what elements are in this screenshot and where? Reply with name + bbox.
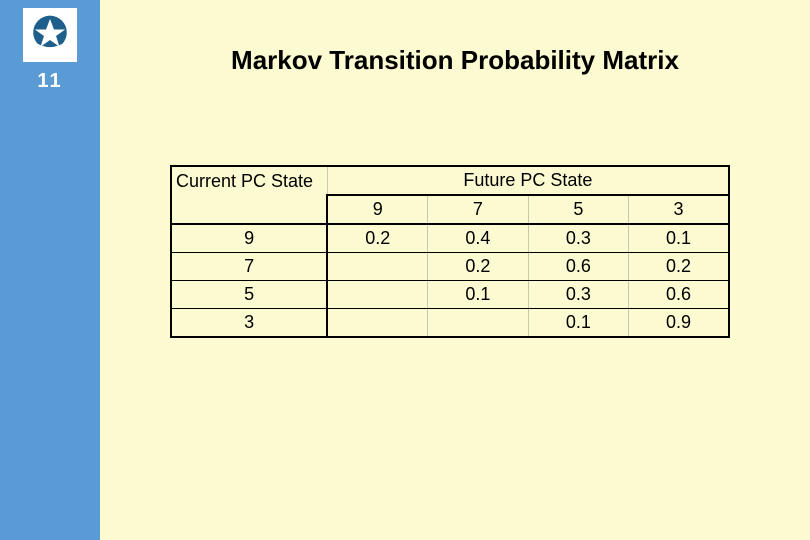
cell-1-0	[327, 253, 427, 281]
cell-3-1	[428, 309, 528, 338]
slide-page: 11 Markov Transition Probability Matrix …	[0, 0, 810, 540]
cell-0-1: 0.4	[428, 224, 528, 253]
cell-2-3: 0.6	[629, 281, 729, 309]
cell-0-3: 0.1	[629, 224, 729, 253]
row-state-2: 5	[171, 281, 327, 309]
cell-3-0	[327, 309, 427, 338]
table-container: Current PC State Future PC State 9 7 5 3…	[170, 146, 730, 361]
header-current-state: Current PC State	[171, 166, 327, 224]
transition-matrix-table: Current PC State Future PC State 9 7 5 3…	[170, 146, 730, 361]
cell-2-1: 0.1	[428, 281, 528, 309]
main-content: Markov Transition Probability Matrix Cur…	[100, 0, 810, 540]
star-icon	[29, 14, 71, 56]
table-header-row-1: Current PC State Future PC State	[171, 166, 729, 195]
row-state-1: 7	[171, 253, 327, 281]
col-head-3: 3	[629, 195, 729, 224]
page-title: Markov Transition Probability Matrix	[130, 45, 780, 76]
slide-number: 11	[37, 70, 62, 93]
cell-3-2: 0.1	[528, 309, 628, 338]
cell-0-2: 0.3	[528, 224, 628, 253]
table-row: 3 0.1 0.9	[171, 309, 729, 338]
cell-1-3: 0.2	[629, 253, 729, 281]
sidebar: 11	[0, 0, 100, 540]
col-head-2: 5	[528, 195, 628, 224]
cell-2-0	[327, 281, 427, 309]
cell-3-3: 0.9	[629, 309, 729, 338]
table-spacer-top	[171, 146, 729, 166]
table-row: 7 0.2 0.6 0.2	[171, 253, 729, 281]
cell-0-0: 0.2	[327, 224, 427, 253]
row-state-0: 9	[171, 224, 327, 253]
table-row: 5 0.1 0.3 0.6	[171, 281, 729, 309]
table-row: 9 0.2 0.4 0.3 0.1	[171, 224, 729, 253]
table-spacer-bottom	[171, 337, 729, 361]
row-state-3: 3	[171, 309, 327, 338]
cell-1-2: 0.6	[528, 253, 628, 281]
header-future-state: Future PC State	[327, 166, 729, 195]
logo-box	[23, 8, 77, 62]
col-head-0: 9	[327, 195, 427, 224]
cell-1-1: 0.2	[428, 253, 528, 281]
col-head-1: 7	[428, 195, 528, 224]
cell-2-2: 0.3	[528, 281, 628, 309]
